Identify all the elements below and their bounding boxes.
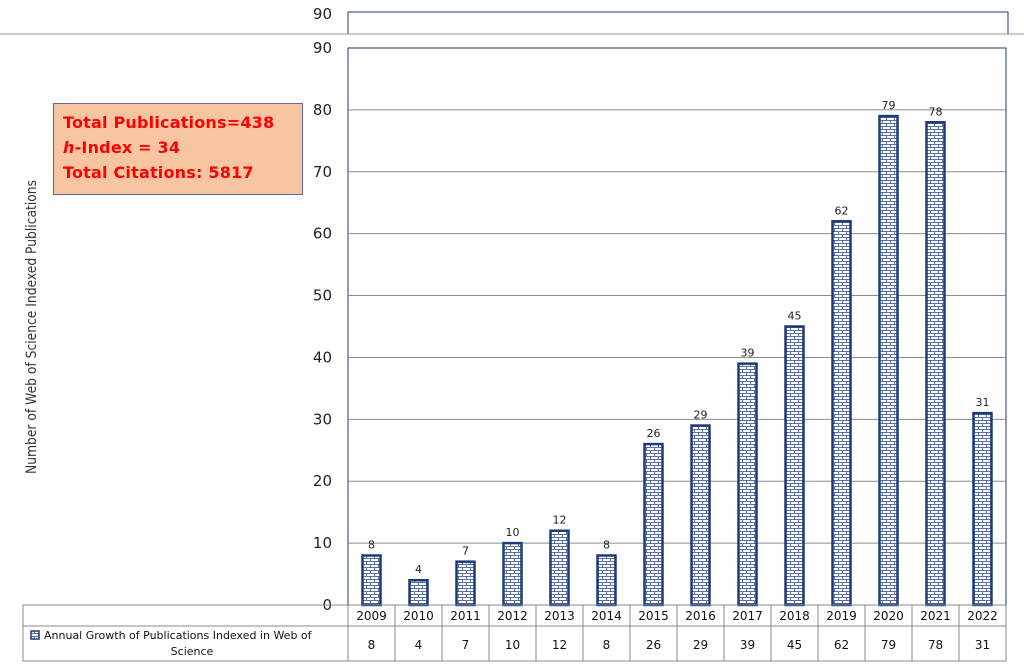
x-tick-label: 2015 [638,609,669,623]
bar-data-label: 62 [835,204,849,217]
table-value-cell: 39 [740,638,755,652]
y-tick-label: 40 [313,348,332,366]
y-tick-label: 30 [313,410,332,428]
bar-data-label: 26 [647,427,661,440]
plot-frame [347,47,1007,606]
table-columns: 2009 8 2010 4 2011 7 2012 10 2013 12 2014 8 2015 26 20… [356,605,998,661]
table-value-cell: 79 [881,638,896,652]
bar-data-label: 45 [788,310,802,323]
legend-swatch [30,630,40,640]
legend-label-line2: Science [171,645,214,658]
bar [737,362,758,607]
x-tick-label: 2017 [732,609,763,623]
x-tick-label: 2020 [873,609,904,623]
table-value-cell: 8 [603,638,611,652]
y-tick-label: 20 [313,472,332,490]
bar-data-label: 7 [462,545,469,558]
bar-data-label: 79 [882,99,896,112]
y-tick-label: 50 [313,287,332,305]
top-fragment-tick-label: 90 [313,5,332,23]
top-fragment-frame [347,11,1009,35]
h-index-h: h [63,138,75,157]
x-tick-label: 2019 [826,609,857,623]
h-index-rest: -Index = 34 [74,138,181,157]
bar [878,114,899,607]
y-tick-label: 70 [313,163,332,181]
x-tick-label: 2009 [356,609,387,623]
bar-data-label: 4 [415,563,422,576]
bar [925,121,946,607]
bar-data-label: 8 [603,538,610,551]
bar [361,554,382,607]
bar [408,578,429,607]
gridlines [348,109,1006,544]
y-tick-label: 10 [313,534,332,552]
bar-data-label: 8 [368,538,375,551]
bar-data-label: 78 [929,105,943,118]
table-value-cell: 29 [693,638,708,652]
bars [361,114,993,607]
table-value-cell: 45 [787,638,802,652]
table-value-cell: 78 [928,638,943,652]
total-citations-text: Total Citations: 5817 [63,163,254,182]
y-tick-label: 60 [313,225,332,243]
bar-data-label: 29 [694,409,708,422]
x-tick-label: 2022 [967,609,998,623]
data-table: 2009 8 2010 4 2011 7 2012 10 2013 12 2014 8 2015 26 20… [22,604,1007,662]
table-value-cell: 4 [415,638,423,652]
total-publications-text: Total Publications=438 [63,113,275,132]
bar-data-label: 31 [976,396,990,409]
x-tick-label: 2010 [403,609,434,623]
x-tick-label: 2011 [450,609,481,623]
h-index-text: h-Index = 34 [63,135,302,160]
top-fragment: 90 [0,5,1024,35]
table-value-cell: 7 [462,638,470,652]
bar [502,541,523,607]
y-tick-label: 80 [313,101,332,119]
legend-label-line1: Annual Growth of Publications Indexed in… [44,629,313,642]
x-tick-label: 2016 [685,609,716,623]
x-tick-label: 2018 [779,609,810,623]
bar [455,560,476,607]
bar-data-label: 12 [553,514,567,527]
table-value-cell: 12 [552,638,567,652]
bar [596,554,617,607]
bar [549,529,570,607]
x-tick-label: 2012 [497,609,528,623]
summary-annotation-box: Total Publications=438 h-Index = 34 Tota… [53,103,303,195]
bar [831,220,852,607]
y-tick-label: 90 [313,39,332,57]
y-axis-label: Number of Web of Science Indexed Publica… [24,180,40,474]
table-value-cell: 31 [975,638,990,652]
bar [643,442,664,607]
bar-data-label: 10 [506,526,520,539]
x-tick-label: 2013 [544,609,575,623]
bar-data-label: 39 [741,347,755,360]
bar [690,424,711,607]
table-value-cell: 62 [834,638,849,652]
x-tick-label: 2021 [920,609,951,623]
bar-data-labels: 8 4 7 10 12 8 26 29 39 45 62 79 78 31 [368,99,990,576]
table-value-cell: 26 [646,638,661,652]
table-value-cell: 10 [505,638,520,652]
table-frame [22,604,1007,662]
bar [784,325,805,607]
x-tick-label: 2014 [591,609,622,623]
bar [972,411,993,607]
table-value-cell: 8 [368,638,376,652]
